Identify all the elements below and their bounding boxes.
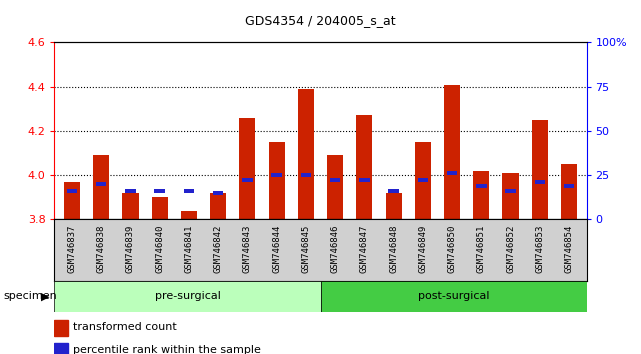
Bar [93, 155, 110, 219]
Bar [385, 193, 402, 219]
Bar [356, 115, 372, 219]
Bar [301, 173, 311, 177]
Text: post-surgical: post-surgical [418, 291, 489, 302]
Text: GSM746847: GSM746847 [360, 224, 369, 273]
Bar [531, 120, 548, 219]
Bar [54, 320, 68, 336]
Text: GSM746843: GSM746843 [243, 224, 252, 273]
Bar [417, 178, 428, 182]
Bar [125, 189, 136, 193]
Bar [269, 142, 285, 219]
Bar [444, 85, 460, 219]
Bar [64, 182, 80, 219]
Text: GSM746842: GSM746842 [213, 224, 222, 273]
Text: pre-surgical: pre-surgical [154, 291, 221, 302]
Text: GSM746851: GSM746851 [477, 224, 486, 273]
Bar [476, 184, 487, 188]
Bar [54, 343, 68, 354]
Text: GSM746854: GSM746854 [565, 224, 574, 273]
Bar [447, 171, 457, 175]
Text: GDS4354 / 204005_s_at: GDS4354 / 204005_s_at [246, 14, 395, 27]
Bar [67, 189, 78, 193]
Text: GSM746845: GSM746845 [301, 224, 310, 273]
Text: GSM746838: GSM746838 [97, 224, 106, 273]
Bar [54, 281, 320, 312]
Bar [327, 155, 343, 219]
Bar [298, 89, 314, 219]
Bar [122, 193, 138, 219]
Text: transformed count: transformed count [73, 322, 177, 332]
Bar [184, 189, 194, 193]
Bar [271, 173, 282, 177]
Bar [330, 178, 340, 182]
Bar [388, 189, 399, 193]
Bar [505, 189, 516, 193]
Bar [213, 191, 224, 195]
Text: GSM746853: GSM746853 [535, 224, 544, 273]
Bar [503, 173, 519, 219]
Text: GSM746840: GSM746840 [155, 224, 164, 273]
Text: percentile rank within the sample: percentile rank within the sample [73, 346, 261, 354]
Bar [242, 178, 253, 182]
Bar [96, 182, 106, 186]
Bar [320, 281, 587, 312]
Bar [239, 118, 256, 219]
Bar [473, 171, 489, 219]
Bar [210, 193, 226, 219]
Bar [561, 164, 577, 219]
Bar [535, 180, 545, 184]
Text: ▶: ▶ [40, 291, 49, 302]
Bar [415, 142, 431, 219]
Text: GSM746849: GSM746849 [419, 224, 428, 273]
Bar [359, 178, 370, 182]
Text: GSM746844: GSM746844 [272, 224, 281, 273]
Bar [154, 189, 165, 193]
Text: GSM746848: GSM746848 [389, 224, 398, 273]
Bar [152, 198, 168, 219]
Bar [563, 184, 574, 188]
Text: GSM746846: GSM746846 [331, 224, 340, 273]
Text: GSM746852: GSM746852 [506, 224, 515, 273]
Text: GSM746841: GSM746841 [185, 224, 194, 273]
Text: GSM746839: GSM746839 [126, 224, 135, 273]
Bar [181, 211, 197, 219]
Text: GSM746837: GSM746837 [67, 224, 76, 273]
Text: GSM746850: GSM746850 [447, 224, 456, 273]
Text: specimen: specimen [3, 291, 57, 302]
